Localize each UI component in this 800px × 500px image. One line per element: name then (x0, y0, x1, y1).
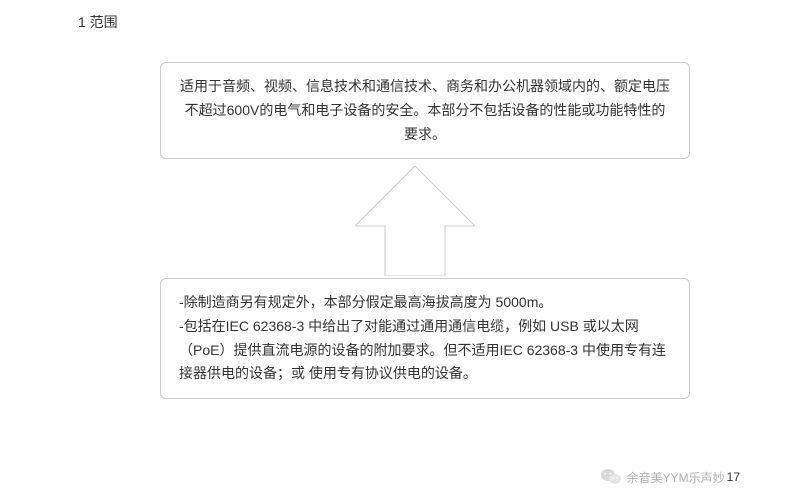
scope-details-text: -除制造商另有规定外，本部分假定最高海拔高度为 5000m。 -包括在IEC 6… (179, 294, 666, 381)
scope-summary-box: 适用于音频、视频、信息技术和通信技术、商务和办公机器领域内的、额定电压不超过60… (160, 62, 690, 159)
footer-brand-text: 余音美YYM乐声妙 (627, 469, 725, 486)
up-arrow (355, 166, 475, 276)
section-heading: 1 范围 (78, 12, 118, 32)
wechat-icon (601, 468, 621, 486)
scope-summary-text: 适用于音频、视频、信息技术和通信技术、商务和办公机器领域内的、额定电压不超过60… (180, 78, 670, 142)
page-number: 17 (727, 470, 740, 484)
scope-details-box: -除制造商另有规定外，本部分假定最高海拔高度为 5000m。 -包括在IEC 6… (160, 278, 690, 399)
footer: 余音美YYM乐声妙 17 (601, 468, 740, 486)
up-arrow-shape (355, 166, 475, 276)
